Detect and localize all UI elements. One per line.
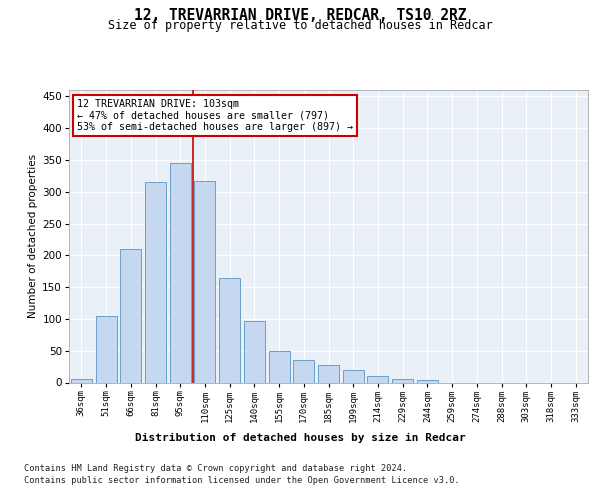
Bar bbox=[244, 321, 265, 382]
Text: 12 TREVARRIAN DRIVE: 103sqm
← 47% of detached houses are smaller (797)
53% of se: 12 TREVARRIAN DRIVE: 103sqm ← 47% of det… bbox=[77, 99, 353, 132]
Y-axis label: Number of detached properties: Number of detached properties bbox=[28, 154, 38, 318]
Bar bbox=[95, 316, 116, 382]
Bar bbox=[318, 364, 339, 382]
Bar bbox=[145, 182, 166, 382]
Text: Distribution of detached houses by size in Redcar: Distribution of detached houses by size … bbox=[134, 432, 466, 442]
Bar bbox=[417, 380, 438, 382]
Bar bbox=[194, 181, 215, 382]
Text: Size of property relative to detached houses in Redcar: Size of property relative to detached ho… bbox=[107, 18, 493, 32]
Text: 12, TREVARRIAN DRIVE, REDCAR, TS10 2RZ: 12, TREVARRIAN DRIVE, REDCAR, TS10 2RZ bbox=[134, 8, 466, 22]
Bar bbox=[269, 350, 290, 382]
Bar bbox=[367, 376, 388, 382]
Bar bbox=[293, 360, 314, 382]
Text: Contains HM Land Registry data © Crown copyright and database right 2024.: Contains HM Land Registry data © Crown c… bbox=[24, 464, 407, 473]
Bar bbox=[343, 370, 364, 382]
Bar bbox=[392, 380, 413, 382]
Text: Contains public sector information licensed under the Open Government Licence v3: Contains public sector information licen… bbox=[24, 476, 460, 485]
Bar bbox=[120, 249, 141, 382]
Bar bbox=[219, 278, 240, 382]
Bar bbox=[170, 163, 191, 382]
Bar bbox=[71, 380, 92, 382]
